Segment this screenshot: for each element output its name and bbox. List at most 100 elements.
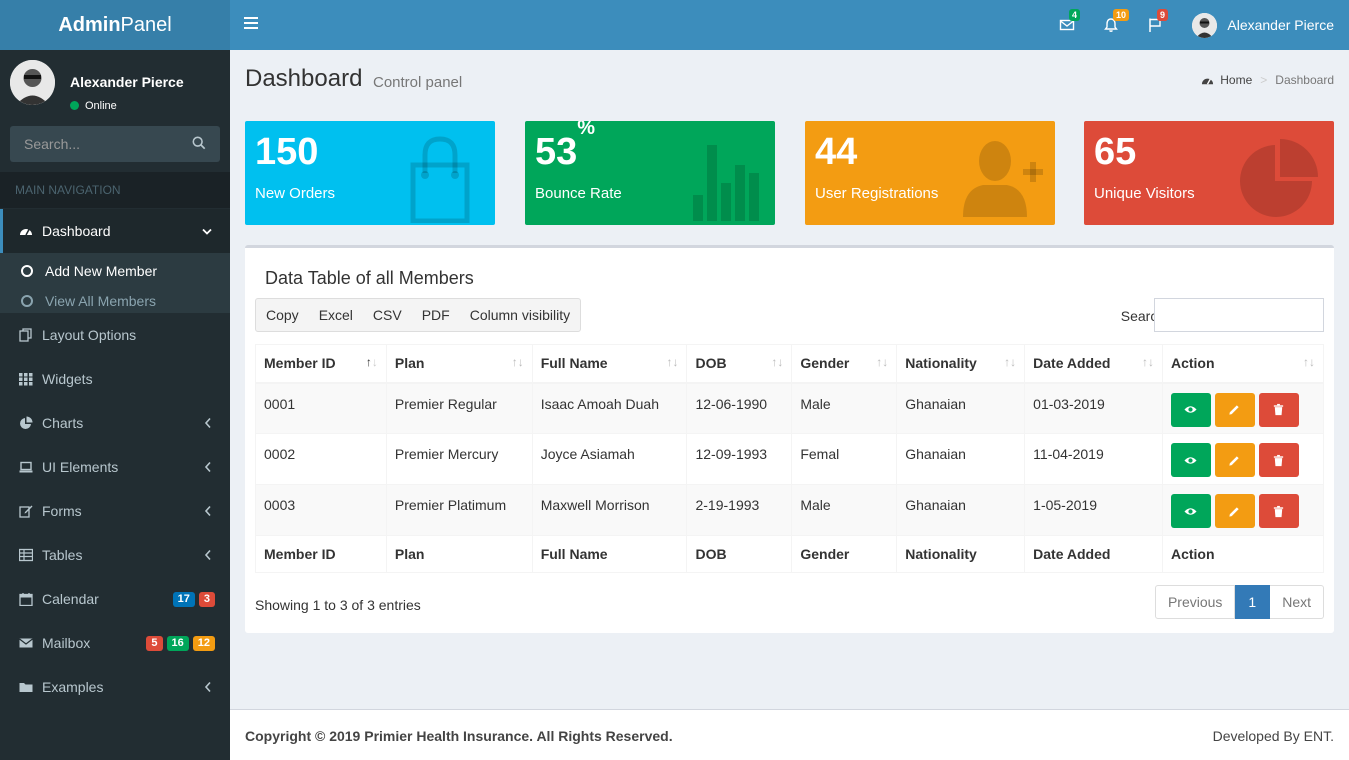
delete-button[interactable]	[1258, 443, 1299, 477]
cell-full-name: Isaac Amoah Duah	[531, 382, 688, 434]
count-badge: 5	[146, 636, 163, 651]
sidebar-item-widgets[interactable]: Widgets	[0, 357, 230, 401]
user-menu[interactable]: Alexander Pierce	[1192, 12, 1334, 38]
column-header-date-added[interactable]: Date Added ↑↓	[1024, 344, 1163, 384]
sidebar-search-input[interactable]	[10, 126, 180, 162]
page-1-button[interactable]: 1	[1235, 585, 1271, 619]
trash-icon	[1274, 454, 1284, 466]
th-icon	[18, 371, 34, 387]
delete-button[interactable]	[1258, 392, 1299, 427]
cell-gender: Male	[791, 484, 898, 536]
stat-box-bounce-rate[interactable]: 53% Bounce Rate	[525, 121, 775, 225]
chevron-left-icon	[204, 505, 211, 517]
cell-nationality: Ghanaian	[896, 382, 1026, 434]
excel-button[interactable]: Excel	[318, 307, 353, 323]
sort-icon: ↑↓	[1303, 355, 1315, 369]
sidebar-user-name: Alexander Pierce	[70, 74, 184, 90]
stat-box-unique-visitors[interactable]: 65 Unique Visitors	[1084, 121, 1334, 225]
sidebar-item-mailbox[interactable]: Mailbox 5 16 12	[0, 621, 230, 665]
cell-action	[1161, 382, 1325, 434]
sidebar-item-label: Calendar	[42, 591, 99, 607]
avatar	[1192, 12, 1218, 38]
calendar-badges: 17 3	[172, 592, 215, 607]
sidebar-item-layout-options[interactable]: Layout Options	[0, 313, 230, 357]
sort-icon: ↑↓	[876, 355, 889, 369]
cell-gender: Male	[791, 382, 898, 434]
view-button[interactable]	[1170, 392, 1211, 427]
count-badge: 12	[192, 636, 215, 651]
flag-icon	[1149, 18, 1161, 32]
sidebar-item-calendar[interactable]: Calendar 17 3	[0, 577, 230, 621]
view-button[interactable]	[1170, 443, 1211, 477]
count-badge: 17	[172, 592, 195, 607]
breadcrumb-current: Dashboard	[1275, 73, 1334, 87]
main-navigation-header: MAIN NAVIGATION	[0, 172, 230, 208]
sidebar-item-ui-elements[interactable]: UI Elements	[0, 445, 230, 489]
sidebar-toggle-icon[interactable]	[244, 17, 258, 33]
column-visibility-button[interactable]: Column visibility	[469, 307, 571, 323]
column-header-gender[interactable]: Gender ↑↓	[791, 344, 898, 384]
copy-button[interactable]: Copy	[266, 307, 299, 323]
pencil-icon	[1229, 506, 1240, 517]
delete-button[interactable]	[1258, 494, 1299, 528]
search-icon[interactable]	[192, 136, 208, 152]
sort-icon: ↑↓	[771, 355, 784, 369]
pdf-button[interactable]: PDF	[421, 307, 450, 323]
table-search-input[interactable]	[1154, 298, 1324, 332]
column-header-nationality[interactable]: Nationality ↑↓	[896, 344, 1026, 384]
edit-button[interactable]	[1214, 392, 1255, 427]
column-header-full-name[interactable]: Full Name ↑↓	[531, 344, 688, 384]
eye-icon	[1184, 406, 1198, 413]
view-button[interactable]	[1170, 494, 1211, 528]
submenu-add-new-member[interactable]: Add New Member	[0, 256, 230, 286]
cell-dob: 12-09-1993	[686, 433, 793, 485]
edit-button[interactable]	[1214, 443, 1255, 477]
sidebar-item-tables[interactable]: Tables	[0, 533, 230, 577]
footer-member-id: Member ID	[255, 535, 387, 573]
notifications-count-badge: 10	[1113, 9, 1130, 21]
bar-chart-icon	[693, 145, 759, 221]
edit-button[interactable]	[1214, 494, 1255, 528]
edit-icon	[18, 503, 34, 519]
stat-box-new-orders[interactable]: 150 New Orders	[245, 121, 495, 225]
export-button-group: Copy Excel CSV PDF Column visibility	[255, 298, 582, 332]
envelope-icon	[1059, 19, 1075, 31]
sidebar: Alexander Pierce Online MAIN NAVIGATION …	[0, 50, 230, 760]
sidebar-item-charts[interactable]: Charts	[0, 401, 230, 445]
messages-nav[interactable]: 4	[1059, 9, 1081, 34]
stat-label: Unique Visitors	[1094, 185, 1195, 202]
sidebar-item-examples[interactable]: Examples	[0, 665, 230, 709]
count-badge: 3	[198, 592, 215, 607]
cell-action	[1161, 433, 1325, 485]
column-header-plan[interactable]: Plan ↑↓	[385, 344, 533, 384]
brand-logo[interactable]: AdminPanel	[0, 0, 230, 50]
column-header-action[interactable]: Action ↑↓	[1161, 344, 1325, 384]
breadcrumb-home[interactable]: Home	[1201, 73, 1252, 87]
sidebar-search	[10, 126, 220, 162]
previous-page-button[interactable]: Previous	[1154, 585, 1236, 619]
cell-plan: Premier Mercury	[385, 433, 533, 485]
sort-asc-icon: ↑↓	[365, 355, 378, 369]
next-page-button[interactable]: Next	[1270, 585, 1324, 619]
tasks-nav[interactable]: 9	[1147, 9, 1169, 34]
avatar	[10, 60, 55, 105]
trash-icon	[1274, 505, 1284, 517]
sidebar-item-dashboard[interactable]: Dashboard	[0, 209, 230, 253]
breadcrumb: Home > Dashboard	[1201, 73, 1334, 87]
cell-date-added: 1-05-2019	[1024, 484, 1163, 536]
submenu-view-all-members[interactable]: View All Members	[0, 286, 230, 316]
stat-value: 44	[815, 131, 858, 173]
table-row: 0002 Premier Mercury Joyce Asiamah 12-09…	[255, 433, 1325, 485]
dashboard-icon	[18, 223, 34, 239]
cell-action	[1161, 484, 1325, 536]
sidebar-item-label: UI Elements	[42, 459, 119, 475]
csv-button[interactable]: CSV	[372, 307, 402, 323]
notifications-nav[interactable]: 10	[1103, 9, 1130, 34]
sidebar-item-forms[interactable]: Forms	[0, 489, 230, 533]
column-header-member-id[interactable]: Member ID ↑↓	[255, 344, 387, 384]
cell-dob: 2-19-1993	[686, 484, 793, 536]
online-dot-icon	[70, 101, 79, 110]
circle-icon	[21, 265, 33, 277]
column-header-dob[interactable]: DOB ↑↓	[686, 344, 793, 384]
stat-box-user-registrations[interactable]: 44 User Registrations	[805, 121, 1055, 225]
